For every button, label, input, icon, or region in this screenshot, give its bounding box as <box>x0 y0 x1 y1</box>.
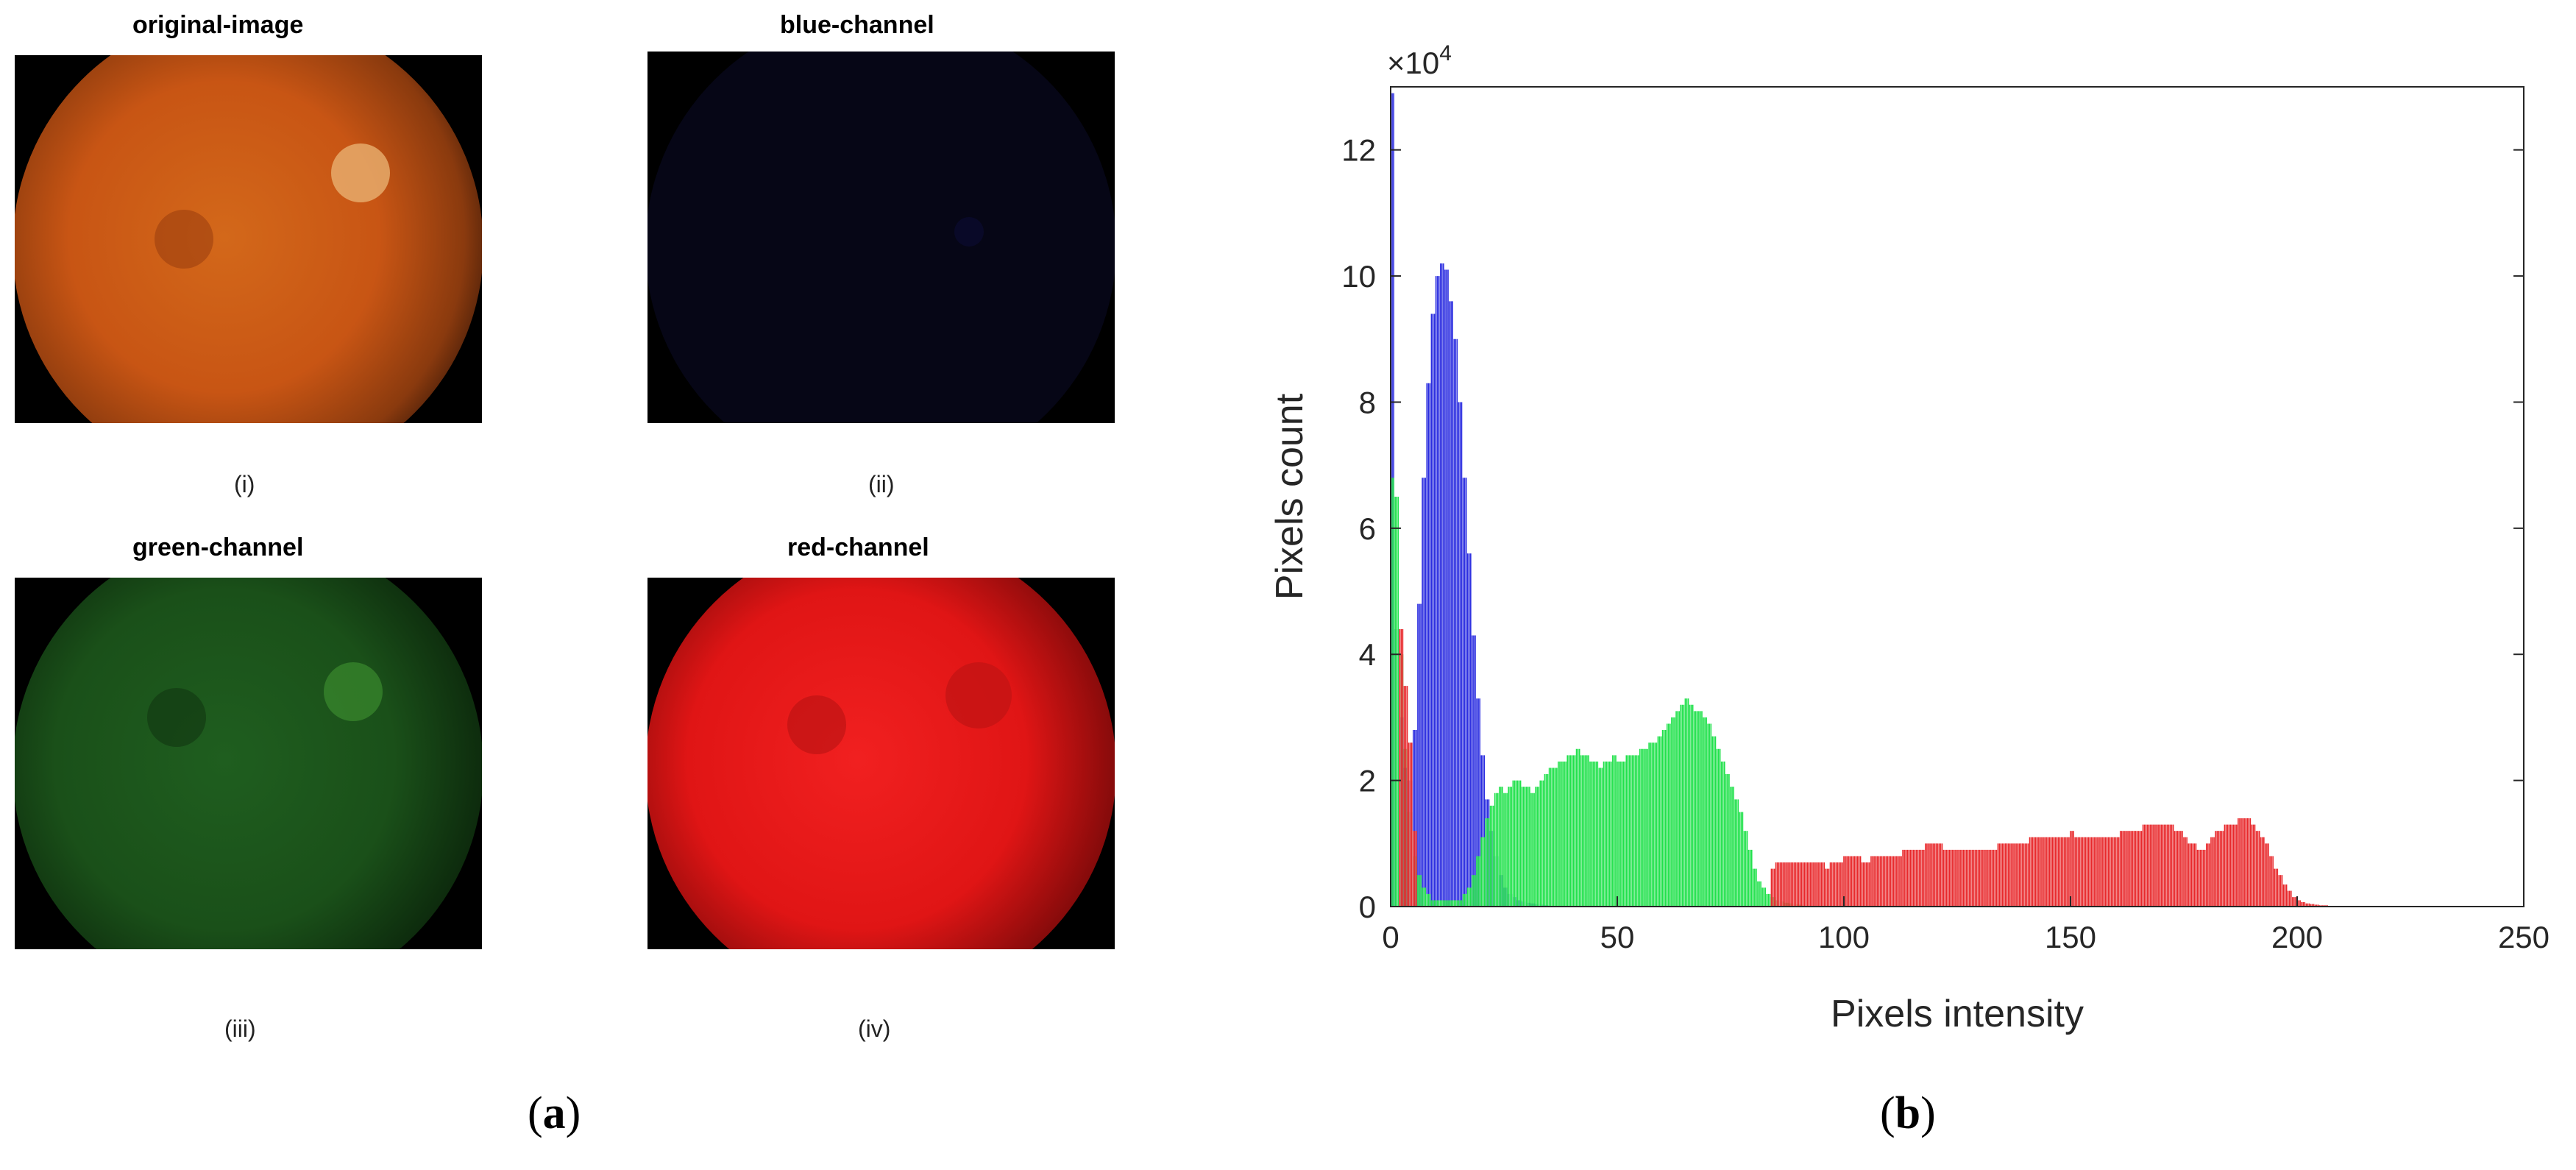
image-caption-iii: (iii) <box>224 1015 256 1042</box>
x-tick-label: 200 <box>2271 920 2323 954</box>
x-axis: 0 50 100 150 200 250 <box>1382 896 2550 954</box>
y-tick-label: 4 <box>1359 637 1376 672</box>
y-tick-label: 0 <box>1359 890 1376 924</box>
blue-channel-image <box>647 52 1115 423</box>
image-caption-i: (i) <box>234 471 255 497</box>
image-title-red: red-channel <box>787 533 929 561</box>
image-title-blue: blue-channel <box>780 11 934 39</box>
y-tick-label: 6 <box>1359 511 1376 546</box>
image-caption-ii: (ii) <box>868 471 895 497</box>
panel-a-label: (a) <box>528 1088 581 1138</box>
y-exponent-base: ×10 <box>1387 46 1439 80</box>
y-axis-title: Pixels count <box>1269 393 1311 600</box>
green-channel-image <box>15 578 482 949</box>
y-tick-label: 12 <box>1341 133 1376 168</box>
y-tick-label: 8 <box>1359 385 1376 419</box>
y-exponent-power: 4 <box>1439 41 1452 65</box>
original-image <box>15 55 482 423</box>
x-tick-label: 0 <box>1382 920 1399 954</box>
panel-b-label: (b) <box>1880 1088 1936 1138</box>
x-axis-title: Pixels intensity <box>1831 993 2084 1035</box>
panel-b-letter: b <box>1895 1088 1921 1138</box>
plot-frame <box>1390 86 2524 907</box>
y-axis: 0 2 4 6 8 10 12 <box>1341 133 2524 924</box>
red-channel-image <box>647 578 1115 949</box>
x-tick-label: 150 <box>2045 920 2096 954</box>
y-exponent: ×104 <box>1387 41 1452 80</box>
image-title-original: original-image <box>132 11 304 39</box>
y-tick-label: 2 <box>1359 764 1376 798</box>
histogram-bars <box>1390 93 2346 907</box>
x-tick-label: 100 <box>1818 920 1870 954</box>
image-caption-iv: (iv) <box>858 1015 891 1042</box>
y-tick-label: 10 <box>1341 259 1376 294</box>
x-tick-label: 50 <box>1600 920 1635 954</box>
x-tick-label: 250 <box>2498 920 2550 954</box>
image-title-green: green-channel <box>132 533 304 561</box>
panel-a-letter: a <box>542 1088 566 1138</box>
